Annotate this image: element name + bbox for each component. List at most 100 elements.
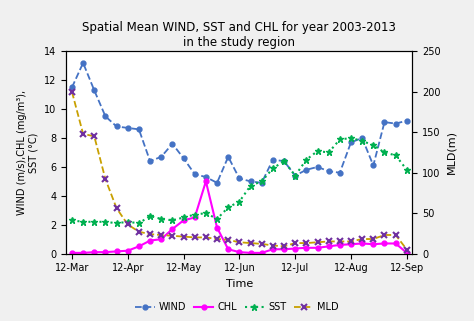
MLD: [158, 233, 164, 237]
WIND: [393, 122, 399, 126]
MLD: [259, 242, 264, 246]
CHL: [114, 249, 119, 253]
CHL: [203, 179, 209, 183]
WIND: [270, 158, 276, 162]
MLD: [192, 236, 198, 239]
WIND: [382, 120, 387, 124]
MLD: [303, 241, 309, 245]
MLD: [102, 177, 108, 181]
SST: [181, 216, 186, 220]
SST: [237, 200, 242, 204]
Y-axis label: MLD(m): MLD(m): [447, 130, 456, 175]
SST: [315, 149, 320, 153]
MLD: [170, 234, 175, 238]
WIND: [158, 155, 164, 159]
MLD: [404, 247, 410, 251]
MLD: [315, 240, 320, 244]
SST: [270, 167, 276, 170]
MLD: [359, 237, 365, 241]
MLD: [348, 239, 354, 243]
SST: [348, 136, 354, 140]
CHL: [102, 250, 108, 254]
WIND: [69, 86, 75, 90]
MLD: [203, 236, 209, 239]
WIND: [248, 179, 254, 183]
SST: [281, 159, 287, 163]
MLD: [382, 233, 387, 237]
WIND: [359, 136, 365, 140]
SST: [303, 158, 309, 162]
WIND: [326, 169, 331, 173]
SST: [69, 219, 75, 222]
SST: [214, 217, 220, 221]
MLD: [136, 230, 142, 234]
CHL: [382, 242, 387, 246]
WIND: [237, 177, 242, 180]
WIND: [136, 127, 142, 131]
SST: [371, 143, 376, 147]
MLD: [147, 232, 153, 236]
Line: WIND: WIND: [70, 60, 409, 185]
SST: [158, 217, 164, 221]
SST: [359, 139, 365, 143]
SST: [404, 168, 410, 172]
SST: [192, 213, 198, 217]
MLD: [248, 241, 254, 245]
CHL: [225, 247, 231, 251]
Y-axis label: WIND (m/s),CHL (mg/m³),
SST (°C): WIND (m/s),CHL (mg/m³), SST (°C): [17, 90, 39, 215]
MLD: [326, 239, 331, 243]
CHL: [270, 247, 276, 251]
SST: [91, 220, 97, 224]
WIND: [214, 181, 220, 185]
WIND: [337, 171, 343, 175]
SST: [326, 151, 331, 154]
WIND: [80, 61, 86, 65]
MLD: [125, 222, 131, 226]
CHL: [315, 246, 320, 250]
CHL: [292, 247, 298, 250]
MLD: [91, 134, 97, 138]
WIND: [292, 174, 298, 178]
WIND: [404, 119, 410, 123]
WIND: [114, 125, 119, 128]
CHL: [326, 245, 331, 248]
WIND: [125, 126, 131, 130]
CHL: [69, 251, 75, 255]
SST: [393, 153, 399, 157]
WIND: [259, 181, 264, 185]
CHL: [404, 251, 410, 255]
WIND: [102, 115, 108, 118]
CHL: [303, 246, 309, 250]
X-axis label: Time: Time: [226, 279, 253, 289]
MLD: [371, 237, 376, 241]
SST: [382, 151, 387, 154]
MLD: [214, 237, 220, 241]
Title: Spatial Mean WIND, SST and CHL for year 2003-2013
in the study region: Spatial Mean WIND, SST and CHL for year …: [82, 21, 396, 49]
CHL: [136, 245, 142, 248]
CHL: [348, 242, 354, 246]
Line: MLD: MLD: [68, 88, 410, 253]
WIND: [371, 164, 376, 168]
WIND: [181, 156, 186, 160]
MLD: [337, 239, 343, 243]
SST: [203, 211, 209, 215]
MLD: [181, 235, 186, 239]
CHL: [158, 237, 164, 241]
CHL: [259, 251, 264, 255]
CHL: [393, 242, 399, 246]
WIND: [192, 172, 198, 176]
WIND: [203, 175, 209, 179]
CHL: [214, 226, 220, 230]
WIND: [91, 88, 97, 92]
SST: [136, 221, 142, 225]
SST: [147, 214, 153, 218]
MLD: [237, 240, 242, 244]
WIND: [147, 159, 153, 163]
CHL: [147, 239, 153, 243]
SST: [170, 219, 175, 222]
WIND: [303, 168, 309, 172]
MLD: [225, 238, 231, 242]
SST: [125, 220, 131, 224]
MLD: [114, 206, 119, 210]
SST: [337, 137, 343, 141]
